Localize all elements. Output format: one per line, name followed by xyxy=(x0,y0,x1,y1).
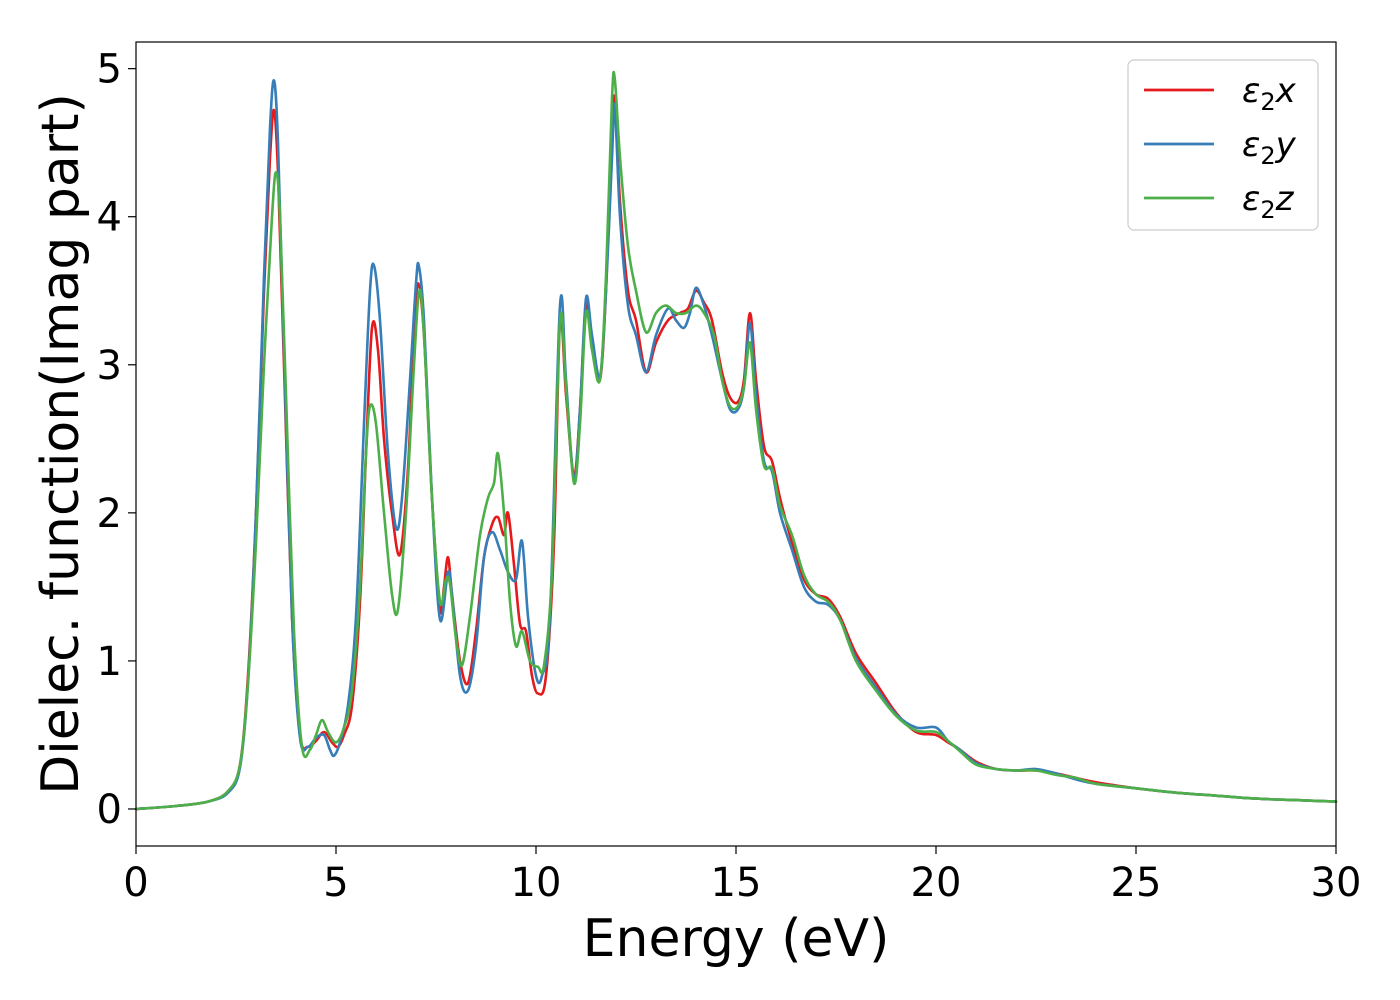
legend-frame xyxy=(1127,59,1319,231)
x-axis-ticks: 0 5 10 15 20 25 30 xyxy=(123,846,1361,906)
y-tick-label: 4 xyxy=(97,195,122,241)
legend-label-z: ε2z xyxy=(1242,179,1295,224)
y-tick-label: 0 xyxy=(97,787,122,833)
x-tick-label: 0 xyxy=(123,860,148,906)
y-axis-ticks: 0 1 2 3 4 5 xyxy=(97,47,136,833)
y-tick-label: 2 xyxy=(97,491,122,537)
y-tick-label: 3 xyxy=(97,343,122,389)
x-axis-title: Energy (eV) xyxy=(583,909,890,969)
series-line-z xyxy=(134,70,1338,811)
x-tick-label: 15 xyxy=(711,860,762,906)
x-tick-label: 30 xyxy=(1311,860,1362,906)
x-tick-label: 20 xyxy=(911,860,962,906)
legend-label-x: ε2x xyxy=(1242,71,1297,116)
series-layer xyxy=(134,70,1338,811)
y-tick-label: 5 xyxy=(97,47,122,93)
y-tick-label: 1 xyxy=(97,639,122,685)
x-tick-label: 10 xyxy=(511,860,562,906)
legend: ε2x ε2y ε2z xyxy=(1127,59,1319,231)
y-axis-title: Dielec. function(Imag part) xyxy=(31,93,91,795)
legend-label-y: ε2y xyxy=(1242,125,1297,170)
x-tick-label: 25 xyxy=(1111,860,1162,906)
x-tick-label: 5 xyxy=(323,860,348,906)
